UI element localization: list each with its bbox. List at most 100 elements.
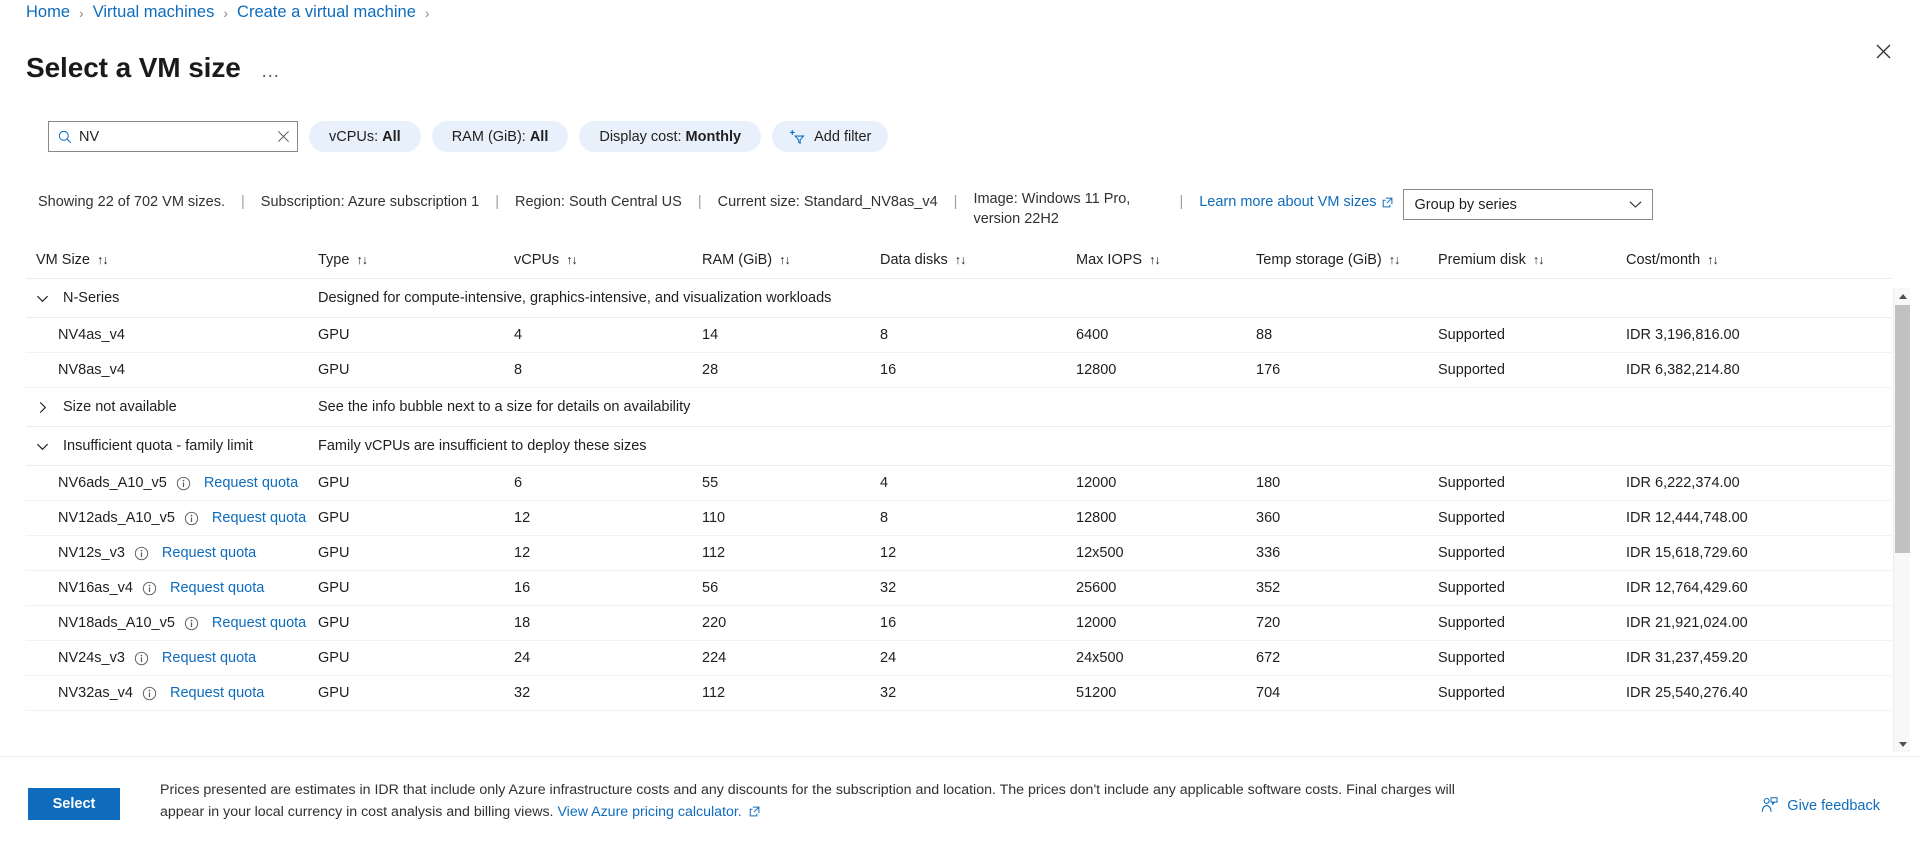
filter-pill-ram-key: RAM (GiB): [451, 128, 522, 145]
breadcrumb-item-create-a-virtual-machine[interactable]: Create a virtual machine: [237, 3, 416, 21]
filter-pill-ram[interactable]: RAM (GiB) : All: [431, 121, 569, 152]
table-row[interactable]: NV12ads_A10_v5 Request quota GPU 12 110 8 1280…: [26, 500, 1892, 536]
info-icon[interactable]: [142, 581, 157, 596]
request-quota-link[interactable]: Request quota: [203, 475, 299, 491]
group-chevron[interactable]: [36, 401, 49, 414]
column-header-cost-month[interactable]: Cost/month ↑↓: [1616, 246, 1892, 279]
request-quota-link[interactable]: Request quota: [169, 685, 265, 701]
search-input[interactable]: [79, 128, 270, 145]
filter-pill-vcpus[interactable]: vCPUs : All: [309, 121, 421, 152]
group-chevron[interactable]: [36, 440, 49, 453]
info-icon[interactable]: [134, 651, 149, 666]
cell-type: GPU: [308, 640, 504, 676]
column-label-vcpus: vCPUs: [514, 252, 560, 268]
cell-cost-month: IDR 15,618,729.60: [1616, 535, 1892, 571]
more-options-button[interactable]: …: [260, 61, 281, 83]
give-feedback-button[interactable]: Give feedback: [1761, 797, 1880, 814]
breadcrumb-item-virtual-machines[interactable]: Virtual machines: [92, 3, 215, 21]
table-row[interactable]: NV18ads_A10_v5 Request quota GPU 18 220 16 120…: [26, 605, 1892, 641]
table-row[interactable]: NV4as_v4 GPU 4 14 8 6400 88 Supported IDR 3,196,…: [26, 317, 1892, 353]
pricing-calculator-link[interactable]: View Azure pricing calculator.: [557, 804, 742, 820]
filter-pill-display-cost-sep: :: [677, 128, 682, 145]
filter-bar: vCPUs : All RAM (GiB) : All Display cost…: [48, 121, 889, 152]
group-toggle-cell[interactable]: Insufficient quota - family limit: [26, 426, 308, 466]
column-header-premium-disk[interactable]: Premium disk ↑↓: [1428, 246, 1616, 279]
request-quota-link[interactable]: Request quota: [211, 615, 307, 631]
breadcrumb-separator: ›: [223, 4, 229, 21]
column-header-temp-storage[interactable]: Temp storage (GiB) ↑↓: [1246, 246, 1428, 279]
table-group-row[interactable]: Size not available See the info bubble ne…: [26, 387, 1892, 427]
filter-pill-display-cost-key: Display cost: [599, 128, 678, 145]
scroll-down-button[interactable]: [1894, 735, 1911, 752]
column-header-vcpus[interactable]: vCPUs ↑↓: [504, 246, 692, 279]
select-button[interactable]: Select: [28, 788, 120, 820]
request-quota-link[interactable]: Request quota: [169, 580, 265, 596]
cell-vm-size: NV12ads_A10_v5 Request quota: [26, 500, 308, 536]
cell-vcpus: 32: [504, 675, 692, 711]
filter-pill-display-cost-value: Monthly: [685, 128, 742, 145]
info-separator: |: [1179, 194, 1184, 210]
clear-icon[interactable]: [277, 130, 290, 143]
group-toggle-cell[interactable]: Size not available: [26, 387, 308, 427]
group-description-text: Family vCPUs are insufficient to deploy …: [318, 438, 647, 454]
info-icon[interactable]: [176, 476, 191, 491]
info-icon[interactable]: [134, 546, 149, 561]
add-filter-button[interactable]: Add filter: [772, 121, 889, 152]
request-quota-link[interactable]: Request quota: [161, 545, 257, 561]
column-header-type[interactable]: Type ↑↓: [308, 246, 504, 279]
request-quota-link[interactable]: Request quota: [161, 650, 257, 666]
cell-data-disks: 4: [870, 465, 1066, 501]
table-row[interactable]: NV12s_v3 Request quota GPU 12 112 12 12x500 336…: [26, 535, 1892, 571]
cell-temp-storage: 88: [1246, 317, 1428, 353]
column-label-type: Type: [318, 252, 350, 268]
info-separator: |: [953, 194, 958, 210]
group-by-select[interactable]: Group by series: [1402, 189, 1653, 220]
chevron-down-icon: [36, 295, 49, 302]
column-header-ram[interactable]: RAM (GiB) ↑↓: [692, 246, 870, 279]
info-icon[interactable]: [142, 686, 157, 701]
vm-size-table: VM Size ↑↓ Type ↑↓ vCPUs ↑↓ RAM (GiB) ↑↓ Dat…: [26, 246, 1910, 752]
learn-more-label: Learn more about VM sizes: [1199, 194, 1377, 210]
table-row[interactable]: NV6ads_A10_v5 Request quota GPU 6 55 4 12000 18…: [26, 465, 1892, 501]
cell-type: GPU: [308, 317, 504, 353]
table-header-row: VM Size ↑↓ Type ↑↓ vCPUs ↑↓ RAM (GiB) ↑↓ Dat…: [26, 246, 1892, 279]
breadcrumb-item-home[interactable]: Home: [26, 3, 71, 21]
add-filter-icon: [790, 129, 805, 144]
group-chevron[interactable]: [36, 292, 49, 305]
table-group-row[interactable]: N-Series Designed for compute-intensive, …: [26, 279, 1892, 318]
cell-max-iops: 12000: [1066, 465, 1246, 501]
close-button[interactable]: [1866, 34, 1900, 68]
cell-max-iops: 12x500: [1066, 535, 1246, 571]
cell-ram: 55: [692, 465, 870, 501]
image-label: Image: Windows 11 Pro, version 22H2: [973, 191, 1131, 227]
scroll-up-button[interactable]: [1894, 288, 1911, 305]
column-header-max-iops[interactable]: Max IOPS ↑↓: [1066, 246, 1246, 279]
table-scrollbar[interactable]: [1893, 288, 1910, 752]
scrollbar-thumb[interactable]: [1895, 305, 1910, 553]
table-row[interactable]: NV24s_v3 Request quota GPU 24 224 24 24x500 672…: [26, 640, 1892, 676]
table-row[interactable]: NV8as_v4 GPU 8 28 16 12800 176 Supported IDR 6,3…: [26, 352, 1892, 388]
cell-vm-size: NV12s_v3 Request quota: [26, 535, 308, 571]
column-label-cost-month: Cost/month: [1626, 252, 1701, 268]
cell-premium-disk: Supported: [1428, 317, 1616, 353]
group-toggle-cell[interactable]: N-Series: [26, 279, 308, 318]
info-icon[interactable]: [184, 511, 199, 526]
request-quota-link[interactable]: Request quota: [211, 510, 307, 526]
vm-size-name: NV12s_v3: [58, 545, 125, 561]
column-label-premium-disk: Premium disk: [1438, 252, 1526, 268]
table-row[interactable]: NV32as_v4 Request quota GPU 32 112 32 51200 704…: [26, 675, 1892, 711]
filter-pill-vcpus-key: vCPUs: [329, 128, 375, 145]
column-header-vm-size[interactable]: VM Size ↑↓: [26, 246, 308, 279]
table-row[interactable]: NV16as_v4 Request quota GPU 16 56 32 25600 352 S…: [26, 570, 1892, 606]
search-box[interactable]: [48, 121, 298, 152]
learn-more-link[interactable]: Learn more about VM sizes: [1199, 190, 1392, 210]
table-group-row[interactable]: Insufficient quota - family limit Family …: [26, 426, 1892, 466]
filter-pill-display-cost[interactable]: Display cost : Monthly: [579, 121, 762, 152]
cell-max-iops: 12800: [1066, 500, 1246, 536]
cell-type: GPU: [308, 352, 504, 388]
group-label: Size not available: [63, 399, 177, 415]
table-body-block[interactable]: N-Series Designed for compute-intensive, …: [26, 279, 1910, 752]
column-header-data-disks[interactable]: Data disks ↑↓: [870, 246, 1066, 279]
info-icon[interactable]: [184, 616, 199, 631]
cell-vcpus: 12: [504, 500, 692, 536]
